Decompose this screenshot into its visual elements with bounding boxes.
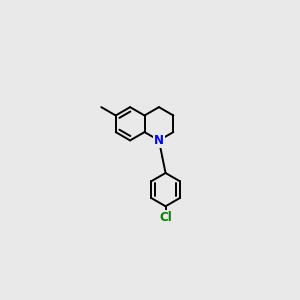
Text: N: N bbox=[154, 134, 164, 147]
Text: Cl: Cl bbox=[159, 211, 172, 224]
